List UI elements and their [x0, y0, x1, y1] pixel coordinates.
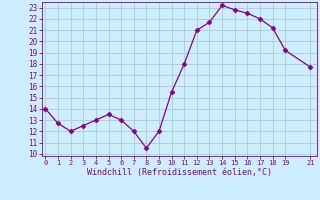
- X-axis label: Windchill (Refroidissement éolien,°C): Windchill (Refroidissement éolien,°C): [87, 168, 272, 177]
